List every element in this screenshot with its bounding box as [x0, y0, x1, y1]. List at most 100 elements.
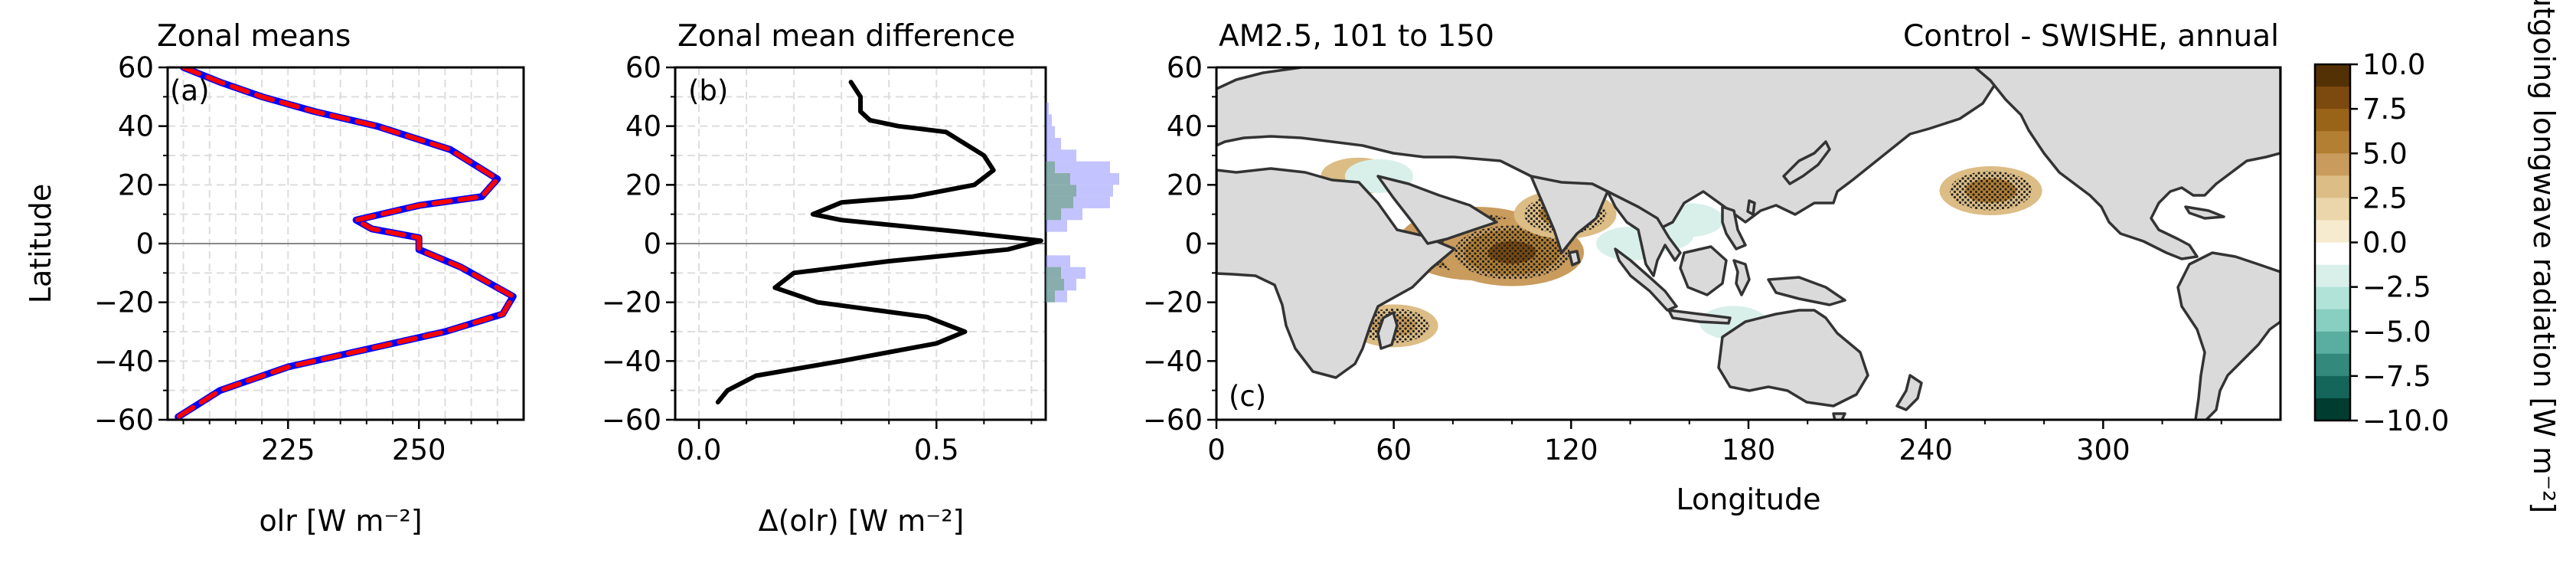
colorbar-swatch: [2315, 286, 2350, 310]
colorbar-tick-label: 2.5: [2362, 182, 2408, 214]
panel-b-histogram-bar: [1046, 220, 1067, 232]
panel-c-xtick-label: 120: [1544, 434, 1598, 466]
colorbar-swatch: [2315, 109, 2350, 132]
land-australia: [1717, 309, 1869, 408]
panel-a-label: (a): [170, 74, 210, 107]
panel-a-title: Zonal means: [157, 19, 351, 54]
panel-b-label: (b): [688, 74, 728, 107]
panel-b-histograms: [1046, 103, 1119, 303]
panel-c-ytick-label: 60: [1167, 51, 1203, 84]
panel-a-ytick-label: 60: [118, 51, 154, 84]
colorbar-swatch: [2315, 131, 2350, 154]
land-taiwan: [1746, 199, 1756, 216]
panel-b-series-1: [715, 80, 1043, 404]
panel-c-ytick-label: −60: [1143, 404, 1203, 437]
panel-b-histogram-bar: [1046, 185, 1076, 197]
panel-a-ytick-label: 40: [118, 110, 154, 143]
land-europe-asia: [1216, 67, 2000, 231]
panel-c-xtick-label: 300: [2076, 434, 2130, 466]
colorbar-swatch: [2315, 220, 2350, 244]
panel-c-xtick-label: 180: [1722, 434, 1776, 466]
land-arabia: [1376, 175, 1498, 245]
panel-b-histogram-bar: [1046, 208, 1061, 221]
panel-c-title-right: Control - SWISHE, annual: [1903, 19, 2279, 54]
panel-b-ytick-label: 0: [643, 227, 661, 260]
panel-b-histogram-bar: [1046, 173, 1070, 185]
panel-b-ytick-label: −40: [602, 345, 661, 378]
colorbar-swatch: [2315, 375, 2350, 399]
map-significance-stipple: [1454, 225, 1570, 280]
colorbar-swatch: [2315, 175, 2350, 198]
panel-c-xtick-label: 0: [1207, 434, 1226, 466]
land-cuba: [2184, 205, 2225, 220]
colorbar-tick-label: −5.0: [2362, 316, 2431, 349]
colorbar-swatch: [2315, 64, 2350, 87]
panel-b-histogram-bar: [1046, 290, 1055, 303]
panel-c-ytick-label: 40: [1167, 110, 1203, 143]
colorbar-swatch: [2315, 264, 2350, 288]
colorbar-swatch: [2315, 398, 2350, 421]
panel-a-ylabel: Latitude: [24, 184, 57, 303]
colorbar-swatch: [2315, 87, 2350, 110]
panel-a-ytick-label: 20: [118, 169, 154, 201]
colorbar-tick-label: 10.0: [2362, 48, 2425, 81]
panel-b-histogram-bar: [1046, 161, 1055, 173]
panel-a-ytick-label: −40: [94, 345, 154, 378]
panel-a-xtick-label: 225: [261, 434, 315, 466]
land-india: [1530, 175, 1609, 254]
panel-b-xlabel: Δ(olr) [W m⁻²]: [759, 504, 965, 538]
colorbar-label: outgoing longwave radiation [W m⁻²]: [2527, 0, 2561, 513]
panel-b-histogram-bar: [1046, 126, 1055, 138]
panel-c-label: (c): [1229, 380, 1266, 413]
land-japan: [1782, 140, 1831, 185]
colorbar-swatch: [2315, 309, 2350, 332]
panel-c-ytick-label: 0: [1184, 227, 1203, 260]
panel-b-title: Zonal mean difference: [677, 19, 1015, 54]
land-indochina: [1606, 190, 1682, 277]
panel-b-histogram-bar: [1046, 149, 1076, 162]
panel-a-ticks: 60 40 20 0 −20 −40 −60 225 250: [94, 51, 498, 466]
land-philippines: [1721, 205, 1747, 250]
colorbar-swatch: [2315, 331, 2350, 355]
land-madagascar: [1376, 311, 1399, 350]
colorbar-tick-label: 5.0: [2362, 137, 2408, 170]
panel-a-xlabel: olr [W m⁻²]: [259, 504, 422, 538]
colorbar-tick-label: 7.5: [2362, 93, 2408, 126]
panel-a-xtick-label: 250: [392, 434, 446, 466]
land-sumatra: [1614, 247, 1678, 312]
panel-b-histogram-bar: [1046, 161, 1110, 173]
colorbar-tick-label: −7.5: [2362, 360, 2431, 393]
panel-c-xtick-label: 60: [1376, 434, 1412, 466]
land-new-zealand: [1895, 374, 1923, 411]
colorbar-swatches: [2315, 64, 2350, 421]
panel-b-ytick-label: 40: [625, 110, 661, 143]
panel-b-xtick-label: 0.5: [914, 434, 959, 466]
panel-a: Zonal means (a) 60 40 20 0 −20 −40 −60 225 250 L…: [24, 19, 525, 538]
panel-c-title-left: AM2.5, 101 to 150: [1219, 19, 1494, 54]
land: [1216, 67, 2281, 420]
panel-b-histogram-bar: [1046, 114, 1052, 126]
land-new-guinea: [1767, 276, 1846, 306]
panel-c-xtick-label: 240: [1899, 434, 1953, 466]
colorbar: 10.0 7.5 5.0 2.5 0.0 −2.5 −5.0 −7.5 −10.0 outgoi…: [2313, 0, 2561, 513]
map: [1216, 67, 2281, 420]
land-south-america: [2176, 251, 2281, 420]
land-africa: [1216, 167, 1456, 379]
panel-b-ytick-label: −20: [602, 286, 661, 319]
panel-b-ticks: 60 40 20 0 −20 −40 −60 0.0 0.5: [602, 51, 1033, 466]
colorbar-swatch: [2315, 242, 2350, 266]
colorbar-tick-label: 0.0: [2362, 227, 2408, 260]
panel-b-ytick-label: 20: [625, 169, 661, 201]
panel-b-ytick-label: 60: [625, 51, 661, 84]
colorbar-tick-label: −2.5: [2362, 271, 2431, 304]
panel-b-histogram-bar: [1046, 138, 1061, 150]
panel-a-ytick-label: −60: [94, 404, 154, 437]
colorbar-swatch: [2315, 353, 2350, 377]
land-north-america: [1974, 67, 2281, 260]
panel-b-xtick-label: 0.0: [677, 434, 722, 466]
colorbar-swatch: [2315, 153, 2350, 176]
land-sulawesi: [1732, 259, 1751, 296]
panel-b-histogram-bar: [1046, 267, 1061, 279]
panel-b: Zonal mean difference (b) 60 40 20 0 −20 −40 −…: [602, 19, 1119, 538]
